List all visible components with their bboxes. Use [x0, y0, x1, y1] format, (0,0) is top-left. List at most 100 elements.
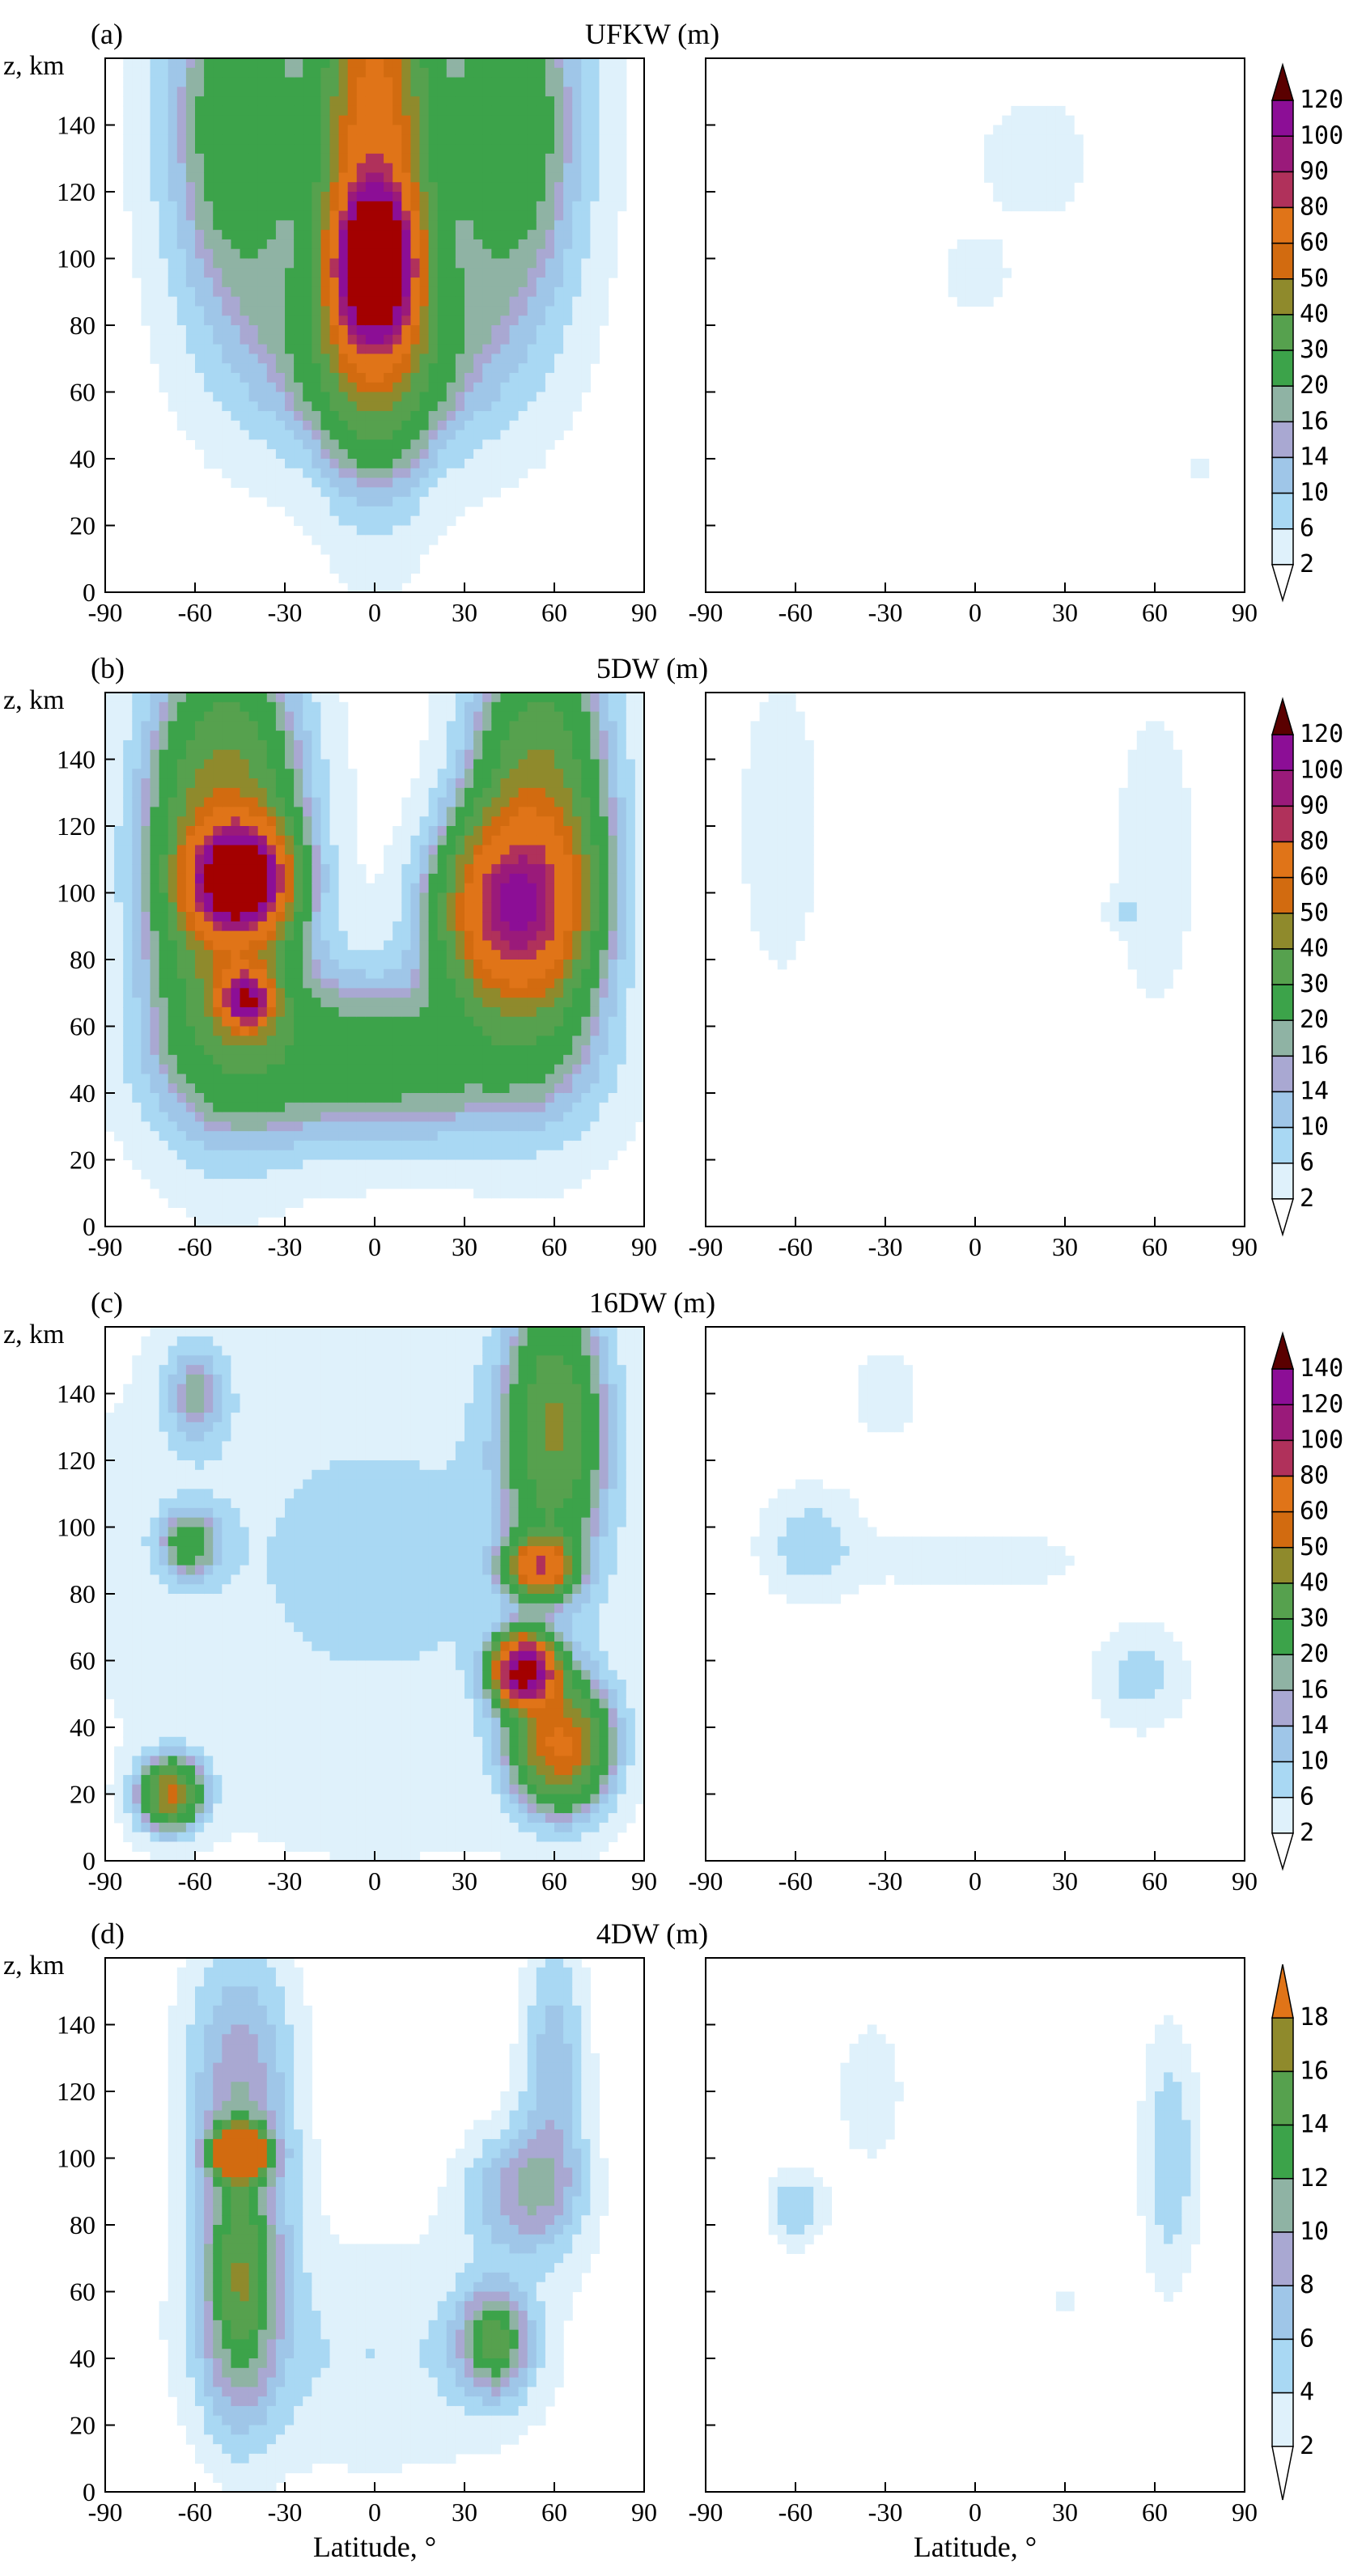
contour-cell [1002, 201, 1012, 212]
contour-cell [176, 258, 187, 269]
contour-cell [410, 382, 421, 393]
contour-cell [509, 1054, 520, 1066]
contour-cell [365, 1102, 375, 1113]
contour-cell [320, 1016, 331, 1027]
contour-cell [410, 248, 421, 260]
contour-cell [231, 960, 241, 970]
contour-cell [285, 1054, 295, 1066]
contour-cell [419, 172, 430, 183]
contour-cell [608, 67, 618, 78]
contour-cell [303, 1188, 312, 1199]
contour-cell [446, 278, 456, 288]
contour-cell [303, 115, 312, 126]
contour-cell [320, 325, 331, 336]
contour-cell [518, 67, 528, 78]
contour-cell [320, 354, 331, 364]
contour-cell [285, 816, 295, 827]
contour-cell [401, 873, 411, 884]
contour-cell [401, 411, 411, 422]
contour-cell [176, 354, 187, 364]
contour-cell [312, 420, 321, 431]
contour-cell [375, 144, 384, 155]
contour-cell [195, 950, 205, 960]
contour-cell [275, 873, 286, 884]
contour-cell [473, 401, 483, 412]
contour-cell [185, 721, 196, 731]
contour-cell [150, 77, 160, 87]
contour-cell [437, 449, 448, 460]
contour-cell [465, 144, 474, 155]
contour-cell [482, 960, 492, 970]
contour-cell [257, 1074, 268, 1084]
contour-cell [159, 363, 169, 374]
contour-cell [257, 749, 268, 761]
contour-cell [563, 125, 573, 135]
contour-cell [401, 1074, 411, 1084]
contour-cell [240, 892, 250, 903]
contour-cell [320, 411, 331, 422]
contour-cell [168, 278, 178, 288]
contour-cell [150, 769, 160, 779]
contour-cell [303, 1006, 312, 1018]
contour-cell [446, 769, 456, 779]
contour-cell [581, 125, 591, 135]
contour-cell [347, 1093, 358, 1104]
contour-cell [347, 497, 358, 507]
contour-cell [392, 864, 402, 875]
contour-cell [150, 115, 160, 126]
contour-cell [132, 125, 142, 135]
contour-cell [320, 105, 331, 117]
contour-cell [509, 1093, 520, 1104]
contour-cell [500, 430, 511, 441]
contour-cell [285, 797, 295, 808]
contour-cell [105, 693, 115, 703]
contour-cell [123, 998, 133, 1008]
contour-cell [401, 258, 411, 269]
contour-cell [303, 182, 312, 193]
contour-cell [150, 172, 160, 183]
contour-cell [294, 115, 303, 126]
contour-cell [375, 449, 384, 460]
contour-cell [294, 134, 303, 145]
contour-cell [141, 950, 151, 960]
contour-cell [285, 449, 295, 460]
contour-cell [446, 912, 456, 922]
contour-cell [213, 940, 223, 951]
contour-cell [590, 230, 600, 240]
contour-cell [410, 854, 421, 865]
contour-cell [312, 1074, 321, 1084]
contour-cell [536, 134, 546, 145]
contour-cell [114, 873, 124, 884]
contour-cell [132, 711, 142, 722]
contour-cell [608, 115, 618, 126]
contour-cell [338, 411, 349, 422]
contour-cell [617, 153, 627, 164]
contour-cell [222, 354, 231, 364]
contour-cell [401, 497, 411, 507]
contour-cell [365, 921, 375, 932]
contour-cell [465, 1064, 474, 1075]
contour-cell [473, 372, 483, 383]
contour-cell [195, 1026, 205, 1036]
contour-cell [159, 940, 169, 951]
contour-cell [465, 258, 474, 269]
contour-cell [419, 921, 430, 932]
contour-cell [347, 316, 358, 326]
contour-cell [168, 731, 178, 741]
contour-cell [222, 286, 231, 298]
contour-cell [491, 316, 501, 326]
contour-cell [303, 258, 312, 269]
contour-cell [320, 401, 331, 412]
contour-cell [303, 1064, 312, 1075]
contour-cell [1055, 153, 1066, 164]
contour-cell [455, 506, 465, 517]
contour-cell [176, 988, 187, 998]
contour-cell [419, 960, 430, 970]
contour-cell [123, 163, 133, 174]
contour-cell [185, 306, 196, 316]
contour-cell [123, 58, 133, 69]
contour-cell [132, 96, 142, 107]
contour-cell [465, 1140, 474, 1151]
contour-cell [240, 210, 250, 221]
contour-cell [303, 950, 312, 960]
